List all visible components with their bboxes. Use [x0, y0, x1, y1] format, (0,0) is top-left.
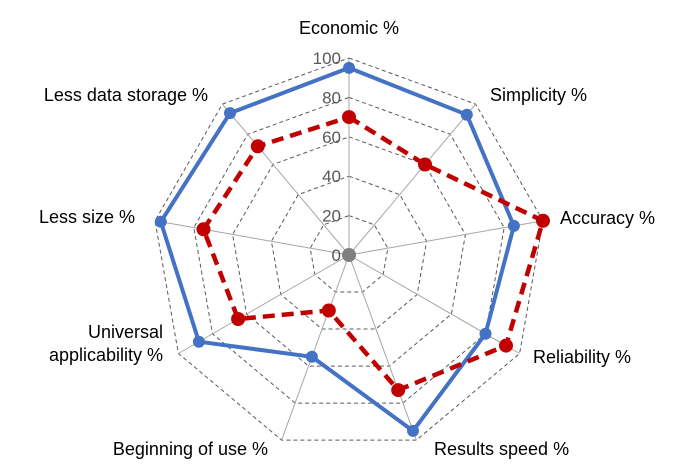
series-0-point-8 — [224, 107, 236, 120]
spoke-4 — [348, 254, 417, 441]
spoke-7 — [154, 220, 350, 256]
category-label-1: Simplicity % — [490, 85, 587, 105]
spoke-3 — [348, 254, 520, 354]
spoke-8 — [222, 103, 350, 256]
spoke-5 — [281, 254, 350, 441]
category-label-8: Less data storage % — [44, 85, 208, 105]
series-1-line — [201, 114, 546, 393]
series-1-point-4 — [391, 383, 406, 398]
category-label-5: Beginning of use % — [113, 439, 268, 459]
category-label-6: Universal applicability % — [49, 322, 163, 365]
tick-label-40: 40 — [322, 167, 341, 186]
tick-label-100: 100 — [313, 49, 341, 68]
category-label-7: Less size % — [39, 207, 135, 227]
series-0-point-2 — [507, 219, 520, 232]
tick-label-20: 20 — [322, 207, 341, 226]
spoke-1 — [348, 103, 476, 256]
series-1 — [196, 110, 550, 398]
series-1-point-7 — [196, 222, 211, 237]
series-1-point-6 — [231, 312, 246, 326]
series-0-point-0 — [343, 61, 355, 74]
series-0-point-3 — [479, 327, 492, 340]
category-label-2: Accuracy % — [560, 208, 655, 228]
series-1-point-2 — [536, 213, 550, 228]
series-1-point-8 — [250, 139, 265, 154]
series-0 — [154, 61, 520, 437]
grid-ring-60 — [232, 136, 466, 367]
series-1-point-0 — [342, 110, 356, 125]
grid-ring-80 — [193, 96, 505, 404]
series-1-point-3 — [499, 338, 513, 353]
series-0-point-5 — [305, 350, 318, 363]
series-0-point-6 — [192, 335, 205, 348]
tick-label-60: 60 — [322, 128, 341, 147]
tick-label-0: 0 — [332, 246, 341, 265]
series-0-point-7 — [154, 215, 167, 228]
series-0-line — [158, 65, 516, 433]
grid-ring-20 — [309, 215, 389, 293]
series-0-point-4 — [407, 424, 419, 437]
grid-ring-100 — [154, 57, 544, 441]
series-1-point-1 — [418, 157, 432, 172]
category-label-4: Results speed % — [434, 439, 569, 459]
spoke-6 — [178, 254, 350, 354]
tick-label-80: 80 — [322, 88, 341, 107]
category-label-0: Economic % — [299, 18, 399, 38]
center-marker — [342, 248, 356, 262]
grid-ring-40 — [270, 175, 428, 330]
category-label-3: Reliability % — [533, 347, 631, 367]
series-0-point-1 — [460, 108, 473, 121]
series-1-point-5 — [321, 303, 336, 318]
